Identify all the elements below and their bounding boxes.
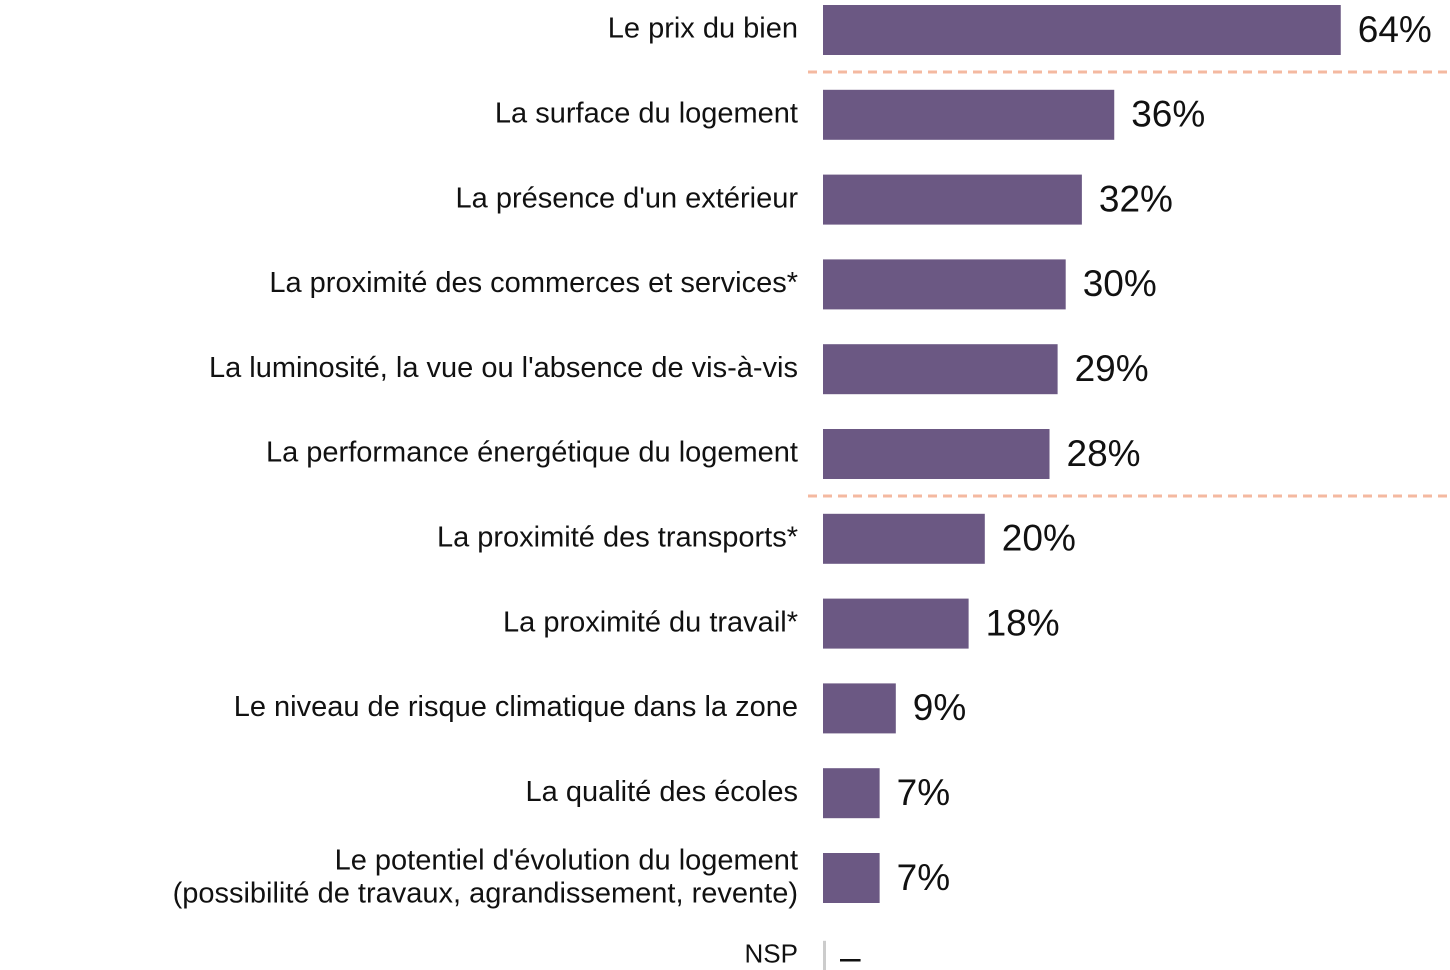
value-label: 32% [1099,178,1173,219]
bar [823,598,969,649]
value-label: 30% [1083,263,1157,304]
category-label: Le potentiel d'évolution du logement (pos… [173,844,798,909]
value-label: 28% [1067,433,1141,474]
category-label: La proximité des commerces et services* [269,267,798,299]
category-label: La proximité du travail* [503,606,798,638]
category-label: NSP [745,939,798,969]
value-label: 9% [913,687,966,728]
bar [823,853,880,903]
category-label: La proximité des transports* [437,521,798,553]
value-label: 7% [897,857,950,898]
value-label: – [840,937,861,970]
category-label: Le prix du bien [608,13,798,45]
bar [823,259,1066,310]
bar [823,513,985,564]
bar [823,89,1115,140]
bar [823,344,1058,395]
value-label: 29% [1075,348,1149,389]
category-label: La présence d'un extérieur [456,182,799,214]
category-label: La luminosité, la vue ou l'absence de vi… [209,352,798,384]
bar [823,683,896,734]
bar [823,5,1341,55]
value-label: 18% [986,602,1060,643]
value-label: 64% [1358,9,1432,50]
category-label: La qualité des écoles [526,776,798,808]
value-label: 7% [897,772,950,813]
bar [823,429,1050,479]
bar [823,174,1082,225]
bar [823,768,880,819]
category-label: Le niveau de risque climatique dans la z… [234,691,798,723]
category-label: La surface du logement [495,97,798,129]
value-label: 36% [1131,94,1205,135]
empty-marker [823,940,826,970]
category-label: La performance énergétique du logement [266,437,798,469]
value-label: 20% [1002,518,1076,559]
